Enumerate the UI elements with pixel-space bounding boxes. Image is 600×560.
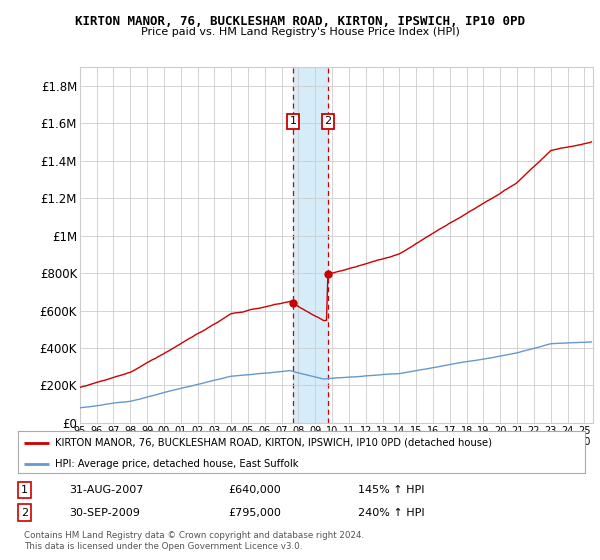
Text: HPI: Average price, detached house, East Suffolk: HPI: Average price, detached house, East… [55, 459, 298, 469]
Text: 2: 2 [325, 116, 331, 127]
Text: 1: 1 [22, 485, 28, 495]
Text: 240% ↑ HPI: 240% ↑ HPI [358, 507, 425, 517]
Text: Price paid vs. HM Land Registry's House Price Index (HPI): Price paid vs. HM Land Registry's House … [140, 27, 460, 37]
Text: 1: 1 [289, 116, 296, 127]
Text: 145% ↑ HPI: 145% ↑ HPI [358, 485, 425, 495]
Text: KIRTON MANOR, 76, BUCKLESHAM ROAD, KIRTON, IPSWICH, IP10 0PD: KIRTON MANOR, 76, BUCKLESHAM ROAD, KIRTO… [75, 15, 525, 28]
Bar [293, 67, 328, 423]
Text: 2: 2 [21, 507, 28, 517]
Text: £640,000: £640,000 [228, 485, 281, 495]
Text: Contains HM Land Registry data © Crown copyright and database right 2024.
This d: Contains HM Land Registry data © Crown c… [23, 531, 364, 550]
Text: 30-SEP-2009: 30-SEP-2009 [69, 507, 140, 517]
Text: £795,000: £795,000 [228, 507, 281, 517]
Text: KIRTON MANOR, 76, BUCKLESHAM ROAD, KIRTON, IPSWICH, IP10 0PD (detached house): KIRTON MANOR, 76, BUCKLESHAM ROAD, KIRTO… [55, 438, 492, 448]
Text: 31-AUG-2007: 31-AUG-2007 [69, 485, 143, 495]
